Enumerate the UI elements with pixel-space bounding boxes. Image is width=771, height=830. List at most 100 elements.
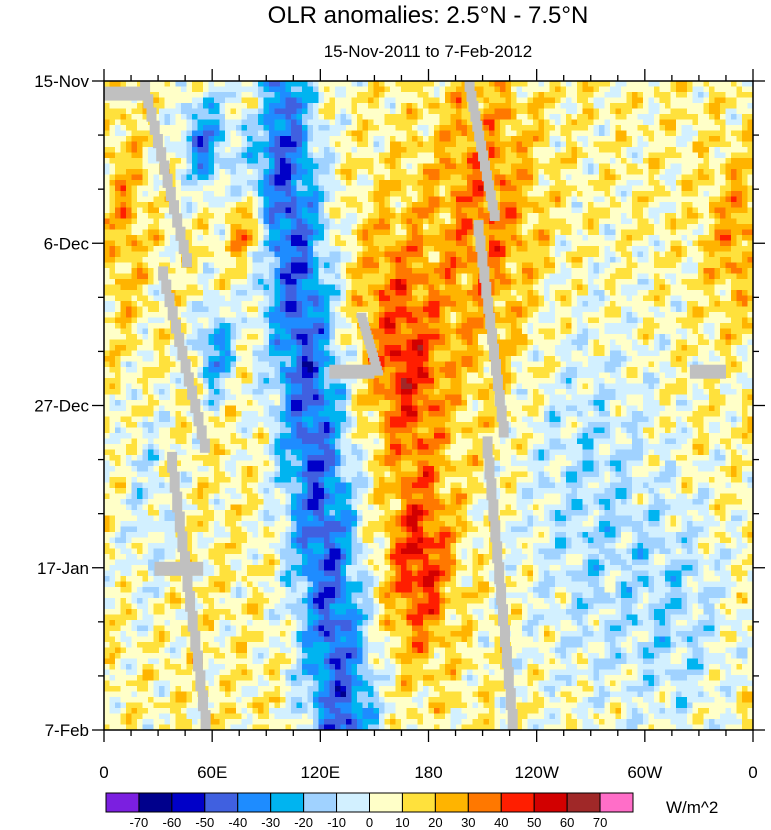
- field-cell: [467, 180, 474, 187]
- field-cell: [604, 306, 611, 313]
- field-cell: [549, 268, 556, 275]
- field-cell: [175, 257, 182, 264]
- field-cell: [296, 114, 303, 121]
- field-cell: [192, 196, 199, 203]
- field-cell: [329, 196, 336, 203]
- field-cell: [120, 290, 127, 297]
- field-cell: [494, 136, 501, 143]
- field-cell: [692, 103, 699, 110]
- field-cell: [665, 273, 672, 280]
- field-cell: [357, 136, 364, 143]
- field-cell: [494, 218, 501, 225]
- field-cell: [252, 295, 259, 302]
- field-cell: [137, 257, 144, 264]
- field-cell: [197, 312, 204, 319]
- field-cell: [478, 213, 485, 220]
- field-cell: [522, 290, 529, 297]
- field-cell: [296, 301, 303, 308]
- field-cell: [351, 295, 358, 302]
- field-cell: [560, 174, 567, 181]
- field-cell: [252, 257, 259, 264]
- field-cell: [225, 141, 232, 148]
- field-cell: [401, 86, 408, 93]
- field-cell: [203, 103, 210, 110]
- field-cell: [692, 185, 699, 192]
- field-cell: [549, 108, 556, 115]
- field-cell: [423, 185, 430, 192]
- field-cell: [648, 152, 655, 159]
- field-cell: [450, 86, 457, 93]
- field-cell: [406, 235, 413, 242]
- field-cell: [670, 125, 677, 132]
- field-cell: [247, 119, 254, 126]
- field-cell: [659, 163, 666, 170]
- field-cell: [247, 218, 254, 225]
- field-cell: [324, 119, 331, 126]
- field-cell: [632, 196, 639, 203]
- field-cell: [412, 202, 419, 209]
- field-cell: [500, 103, 507, 110]
- field-cell: [626, 207, 633, 214]
- field-cell: [406, 97, 413, 104]
- field-cell: [351, 185, 358, 192]
- field-cell: [302, 284, 309, 291]
- field-cell: [335, 103, 342, 110]
- field-cell: [505, 180, 512, 187]
- field-cell: [742, 218, 749, 225]
- field-cell: [230, 213, 237, 220]
- field-cell: [648, 279, 655, 286]
- field-cell: [725, 81, 732, 88]
- field-cell: [648, 119, 655, 126]
- field-cell: [280, 158, 287, 165]
- field-cell: [489, 119, 496, 126]
- field-cell: [533, 136, 540, 143]
- field-cell: [676, 86, 683, 93]
- field-cell: [247, 114, 254, 121]
- field-cell: [747, 130, 753, 137]
- field-cell: [445, 240, 452, 247]
- field-cell: [159, 92, 166, 99]
- field-cell: [637, 97, 644, 104]
- field-cell: [720, 202, 727, 209]
- field-cell: [175, 130, 182, 137]
- field-cell: [219, 207, 226, 214]
- field-cell: [538, 246, 545, 253]
- field-cell: [478, 97, 485, 104]
- field-cell: [263, 136, 270, 143]
- field-cell: [263, 169, 270, 176]
- field-cell: [445, 306, 452, 313]
- field-cell: [522, 240, 529, 247]
- field-cell: [456, 218, 463, 225]
- field-cell: [269, 213, 276, 220]
- field-cell: [120, 229, 127, 236]
- field-cell: [192, 81, 199, 88]
- field-cell: [544, 251, 551, 258]
- field-cell: [676, 108, 683, 115]
- field-cell: [538, 114, 545, 121]
- field-cell: [346, 202, 353, 209]
- field-cell: [230, 295, 237, 302]
- field-cell: [340, 180, 347, 187]
- field-cell: [456, 147, 463, 154]
- field-cell: [720, 92, 727, 99]
- field-cell: [115, 235, 122, 242]
- field-cell: [335, 196, 342, 203]
- field-cell: [687, 97, 694, 104]
- field-cell: [604, 130, 611, 137]
- field-cell: [296, 97, 303, 104]
- field-cell: [164, 218, 171, 225]
- field-cell: [588, 224, 595, 231]
- field-cell: [450, 141, 457, 148]
- field-cell: [164, 119, 171, 126]
- field-cell: [599, 97, 606, 104]
- field-cell: [406, 174, 413, 181]
- field-cell: [307, 147, 314, 154]
- field-cell: [395, 246, 402, 253]
- field-cell: [379, 108, 386, 115]
- field-cell: [720, 218, 727, 225]
- field-cell: [296, 290, 303, 297]
- field-cell: [269, 202, 276, 209]
- field-cell: [555, 174, 562, 181]
- field-cell: [522, 108, 529, 115]
- field-cell: [346, 273, 353, 280]
